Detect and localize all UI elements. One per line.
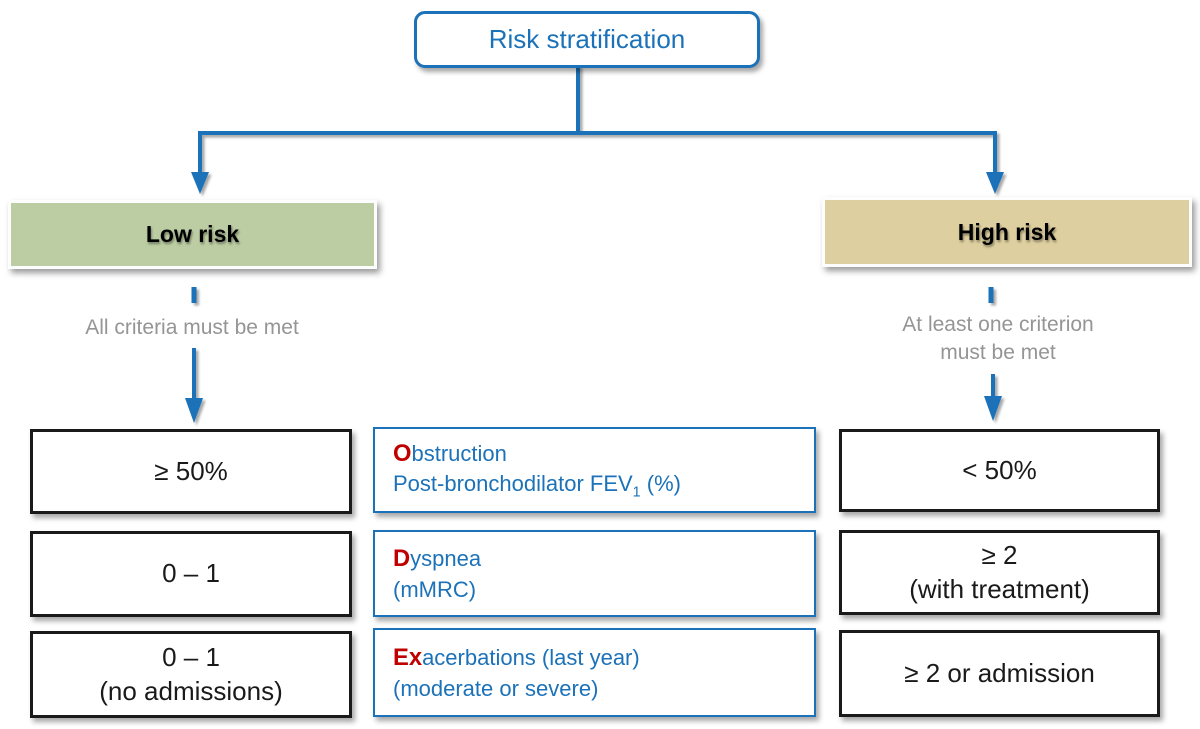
low-value-dyspnea: 0 – 1 bbox=[30, 531, 352, 617]
branch-tee bbox=[198, 131, 997, 174]
lead-letter-o: O bbox=[393, 439, 412, 467]
low-value-obstruction: ≥ 50% bbox=[30, 429, 352, 514]
high-value-dyspnea: ≥ 2 (with treatment) bbox=[839, 530, 1160, 615]
low-risk-label: Low risk bbox=[145, 221, 240, 247]
lead-letters-ex: Ex bbox=[393, 644, 423, 672]
low-risk-node: Low risk bbox=[8, 200, 377, 269]
high-note-arrowhead bbox=[984, 396, 1002, 421]
criterion-dyspnea: Dyspnea (mMRC) bbox=[373, 530, 816, 617]
fev1-subscript: 1 bbox=[632, 484, 641, 501]
risk-stratification-node: Risk stratification bbox=[414, 11, 760, 68]
page-title: Risk stratification bbox=[488, 24, 686, 54]
low-branch-arrowhead bbox=[191, 172, 209, 194]
high-risk-note: At least one criterion must be met bbox=[902, 313, 1094, 365]
high-branch-arrowhead bbox=[986, 172, 1004, 194]
high-value-obstruction: < 50% bbox=[839, 429, 1160, 512]
low-note-arrowhead bbox=[185, 398, 203, 423]
high-risk-label: High risk bbox=[957, 218, 1057, 245]
low-risk-note: All criteria must be met bbox=[85, 316, 299, 339]
low-value-exacerbations: 0 – 1 (no admissions) bbox=[30, 631, 352, 718]
lead-letter-d: D bbox=[393, 545, 411, 573]
high-value-exacerbations: ≥ 2 or admission bbox=[839, 630, 1160, 717]
high-risk-node: High risk bbox=[822, 197, 1192, 267]
criterion-exacerbations: Exacerbations (last year) (moderate or s… bbox=[373, 628, 816, 717]
criterion-obstruction: Obstruction Post-bronchodilator FEV1 (%) bbox=[373, 427, 816, 513]
